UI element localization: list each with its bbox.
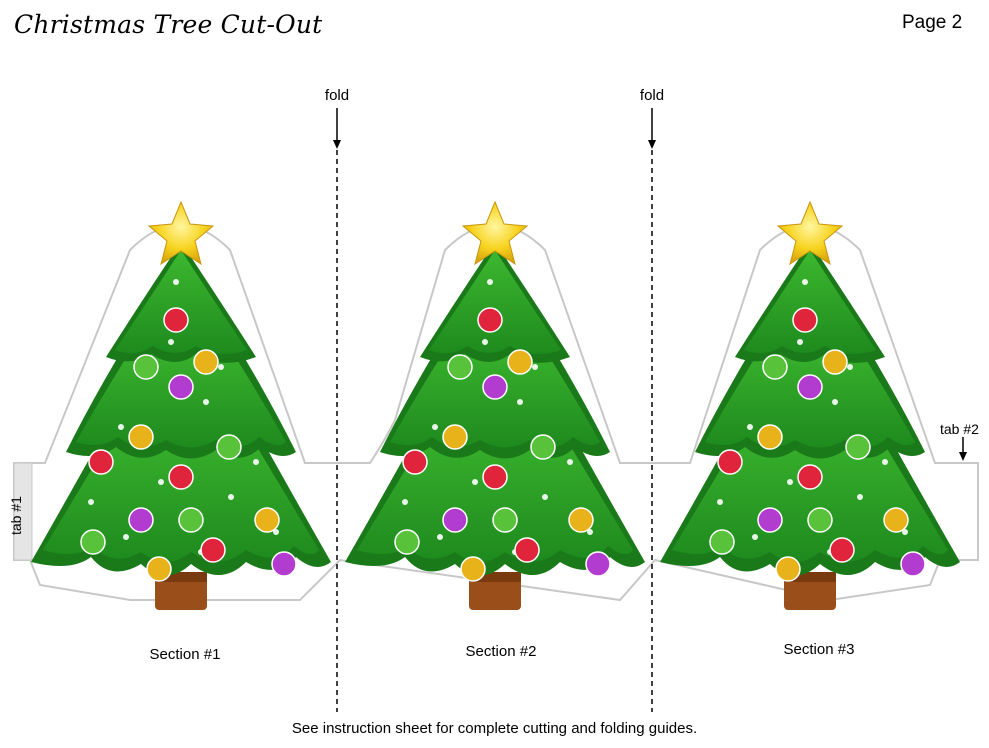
tree-section-1 bbox=[4, 201, 358, 613]
tree-section-3 bbox=[633, 201, 987, 613]
footer-note: See instruction sheet for complete cutti… bbox=[291, 720, 698, 737]
page-title: Christmas Tree Cut-Out bbox=[14, 10, 323, 39]
section-label-2: Section #2 bbox=[465, 643, 537, 660]
fold-arrowhead-1 bbox=[333, 140, 341, 149]
page-number: Page 2 bbox=[902, 12, 963, 33]
fold-label-1: fold bbox=[324, 87, 350, 104]
section-label-1: Section #1 bbox=[149, 646, 221, 663]
tab-1-area bbox=[13, 462, 33, 561]
fold-arrowhead-2 bbox=[648, 140, 656, 149]
tab-label-2: tab #2 bbox=[940, 421, 979, 437]
fold-label-2: fold bbox=[639, 87, 665, 104]
tab-label-1: tab #1 bbox=[8, 496, 24, 535]
tab-2-arrowhead bbox=[959, 452, 967, 461]
section-label-3: Section #3 bbox=[783, 641, 855, 658]
tree-section-2 bbox=[318, 201, 672, 613]
